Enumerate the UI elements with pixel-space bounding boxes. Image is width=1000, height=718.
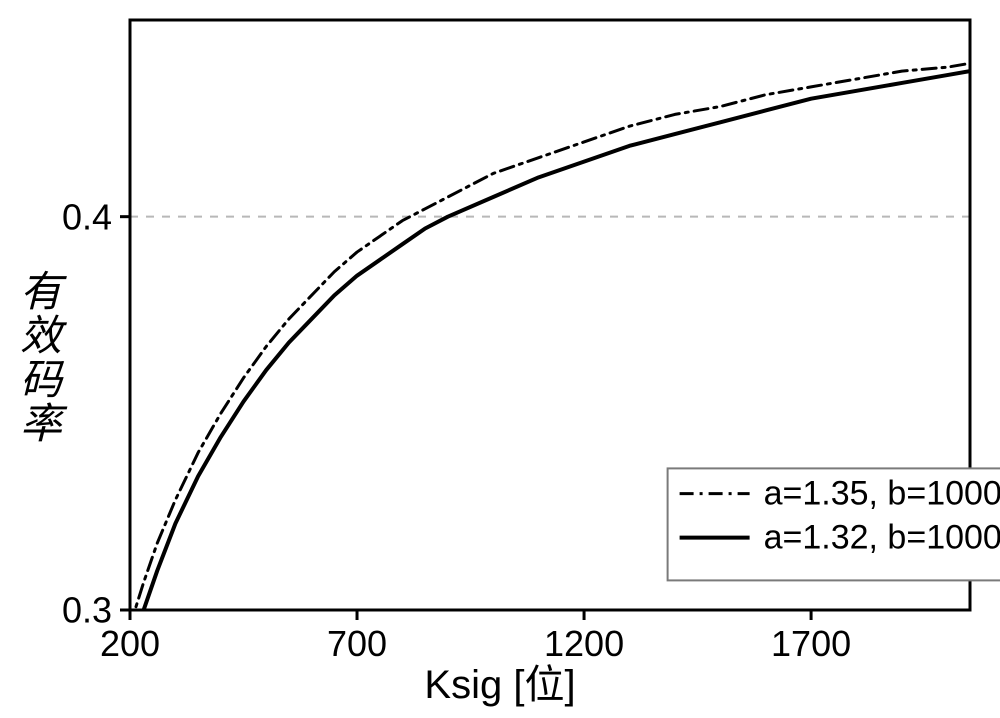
- svg-text:1700: 1700: [771, 623, 851, 664]
- svg-text:a=1.35, b=1000: a=1.35, b=1000: [764, 475, 1000, 513]
- x-axis-label-text: Ksig [位]: [424, 663, 575, 707]
- svg-text:0.4: 0.4: [62, 196, 112, 237]
- y-axis-label: 有效码率: [20, 271, 62, 447]
- chart-container: 有效码率 200700120017000.30.4a=1.35, b=1000a…: [0, 0, 1000, 718]
- x-axis-label: Ksig [位]: [424, 652, 575, 710]
- svg-text:0.3: 0.3: [62, 590, 112, 631]
- svg-text:a=1.32, b=1000: a=1.32, b=1000: [764, 519, 1000, 557]
- line-chart: 200700120017000.30.4a=1.35, b=1000a=1.32…: [0, 0, 1000, 718]
- svg-text:700: 700: [327, 623, 387, 664]
